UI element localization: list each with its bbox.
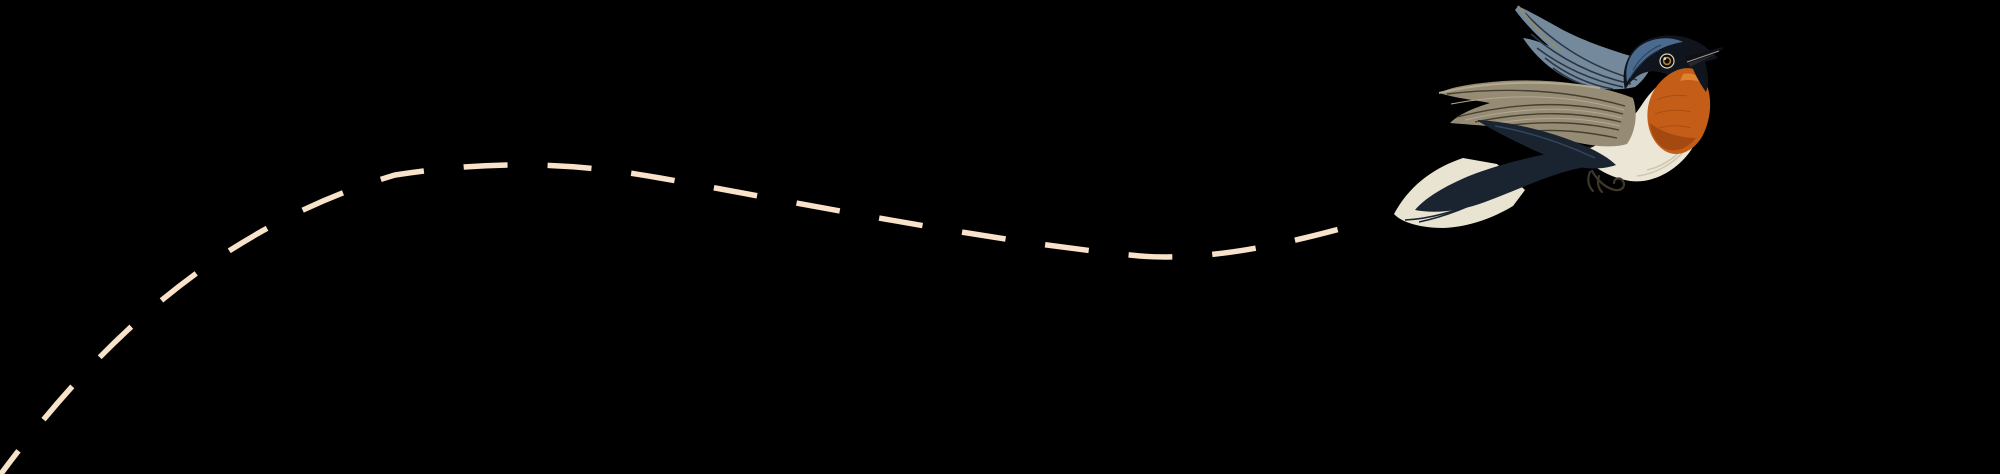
bird-eye-iris: [1662, 56, 1672, 66]
bird-eye: [1659, 53, 1675, 69]
bird-chin-wedge: [1691, 60, 1709, 92]
bird-foot: [1587, 169, 1626, 194]
bird-beak-underline: [1686, 50, 1720, 63]
bird-tail: [1415, 146, 1595, 212]
bird-near-wing-highlight-lines: [1450, 96, 1625, 127]
bird-crown-patch: [1626, 38, 1683, 82]
bird-far-wing: [1515, 6, 1653, 90]
bird-beak-upper: [1685, 47, 1723, 61]
bird-tail-feather-lines: [1404, 191, 1498, 223]
bird-near-wing-top-edge: [1438, 81, 1601, 94]
flying-bird-illustration: [1394, 5, 1723, 228]
bird-eye-glint: [1663, 57, 1667, 60]
bird-throat-highlight: [1680, 73, 1705, 84]
dashed-flight-path: [0, 162, 1359, 474]
bird-far-wing-edge: [1517, 5, 1560, 51]
bird-wing-navy-sheen: [1494, 125, 1596, 159]
bird-throat-shade: [1650, 123, 1696, 151]
bird-beak-lower: [1688, 54, 1716, 67]
bird-throat-texture: [1654, 94, 1692, 129]
bird-wing-navy-band: [1478, 120, 1616, 169]
bird-crown-streaks: [1629, 44, 1662, 79]
